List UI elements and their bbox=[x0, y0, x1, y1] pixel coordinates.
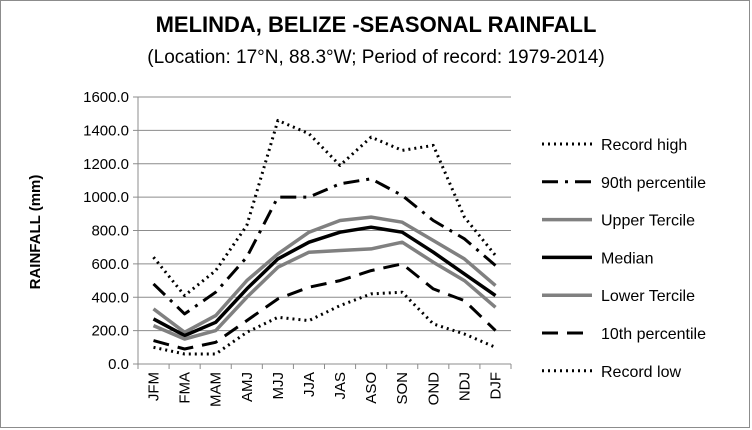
y-tick-label: 800.0 bbox=[91, 223, 129, 240]
y-tick-label: 1200.0 bbox=[83, 156, 129, 173]
series-lines bbox=[152, 118, 497, 356]
series-line bbox=[152, 177, 497, 316]
y-tick-label: 0.0 bbox=[108, 356, 129, 373]
x-tick-label: ASO bbox=[363, 372, 380, 404]
legend-label: Record low bbox=[601, 364, 681, 381]
legend-label: 90th percentile bbox=[601, 175, 706, 192]
legend-label: Upper Tercile bbox=[601, 213, 695, 230]
x-tick-label: DJF bbox=[487, 372, 504, 400]
axes bbox=[133, 96, 512, 369]
legend-label: Median bbox=[601, 250, 653, 267]
chart-title: MELINDA, BELIZE -SEASONAL RAINFALL bbox=[156, 12, 597, 37]
y-axis-label: RAINFALL (mm) bbox=[27, 175, 44, 290]
x-tick-label: JJA bbox=[301, 372, 318, 397]
x-tick-label: SON bbox=[394, 372, 411, 405]
y-tick-label: 400.0 bbox=[91, 289, 129, 306]
y-tick-label: 600.0 bbox=[91, 256, 129, 273]
y-tick-label: 200.0 bbox=[91, 323, 129, 340]
x-tick-label: JFM bbox=[146, 372, 163, 401]
series-line bbox=[153, 262, 497, 351]
y-tick-label: 1600.0 bbox=[83, 89, 129, 106]
x-tick-label: AMJ bbox=[239, 372, 256, 402]
x-tick-label: MAM bbox=[208, 372, 225, 407]
y-tick-label: 1000.0 bbox=[83, 189, 129, 206]
x-tick-label: MJJ bbox=[270, 372, 287, 400]
y-tick-labels: 0.0 200.0 400.0 600.0 800.0 1000.0 1200.0 1400.… bbox=[83, 89, 129, 373]
x-tick-labels: JFM FMA MAM AMJ MJJ JJA JAS ASO SON OND NDJ DJF bbox=[146, 372, 505, 407]
series-line bbox=[152, 215, 497, 335]
legend-label: Lower Tercile bbox=[601, 288, 695, 305]
legend-label: Record high bbox=[601, 137, 687, 154]
y-tick-label: 1400.0 bbox=[83, 122, 129, 139]
series-line bbox=[152, 225, 497, 338]
x-tick-label: JAS bbox=[332, 372, 349, 400]
legend-label: 10th percentile bbox=[601, 326, 706, 343]
x-tick-label: OND bbox=[425, 372, 442, 406]
series-line bbox=[152, 240, 497, 341]
x-tick-label: NDJ bbox=[456, 372, 473, 401]
x-tick-label: FMA bbox=[177, 372, 194, 404]
legend: Record high 90th percentile Upper Tercile M… bbox=[542, 137, 706, 381]
chart-subtitle: (Location: 17°N, 88.3°W; Period of recor… bbox=[147, 47, 604, 68]
